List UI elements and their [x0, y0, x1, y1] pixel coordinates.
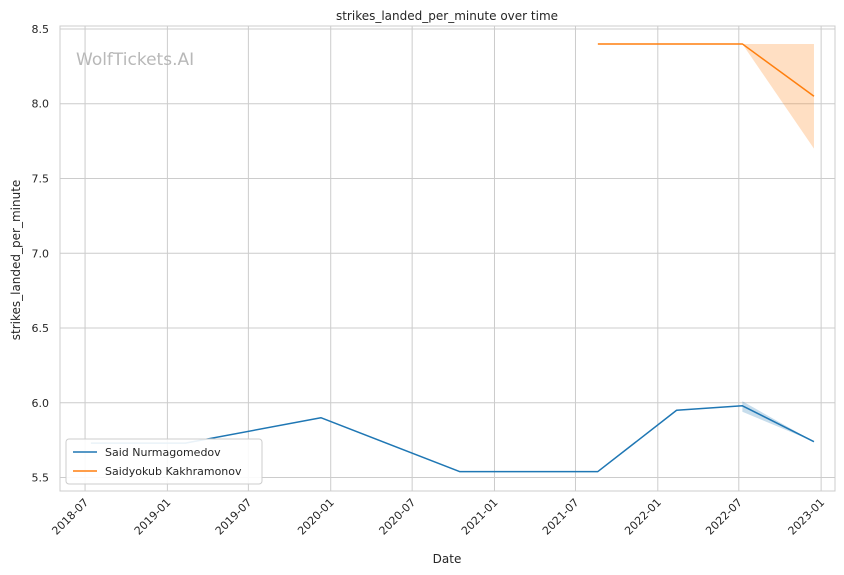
x-tick-label: 2021-07 — [540, 496, 582, 538]
x-axis-ticks: 2018-07 2019-01 2019-07 2020-01 2020-07 2021-… — [49, 496, 827, 538]
x-tick-label: 2021-01 — [459, 496, 501, 538]
legend: Said Nurmagomedov Saidyokub Kakhramonov — [65, 438, 263, 485]
y-tick-label: 6.0 — [32, 397, 50, 410]
legend-label-saidyokub-kakhramonov: Saidyokub Kakhramonov — [105, 465, 242, 478]
confidence-band-saidyokub-kakhramonov — [742, 43, 814, 149]
x-tick-label: 2019-07 — [213, 496, 255, 538]
confidence-bands — [742, 43, 814, 442]
x-tick-label: 2022-01 — [622, 496, 664, 538]
chart-title: strikes_landed_per_minute over time — [336, 9, 558, 23]
y-tick-label: 5.5 — [32, 472, 50, 485]
y-axis-label: strikes_landed_per_minute — [9, 180, 23, 341]
legend-label-said-nurmagomedov: Said Nurmagomedov — [105, 446, 221, 459]
x-tick-label: 2023-01 — [786, 496, 828, 538]
confidence-band-said-nurmagomedov — [742, 401, 814, 442]
plot-area — [60, 26, 835, 491]
series-line-saidyokub-kakhramonov — [597, 43, 815, 97]
x-tick-label: 2022-07 — [703, 496, 745, 538]
x-axis-label: Date — [433, 552, 462, 566]
x-tick-label: 2019-01 — [132, 496, 174, 538]
legend-box — [65, 438, 263, 485]
y-tick-label: 7.0 — [32, 247, 50, 260]
watermark-text: WolfTickets.AI — [76, 50, 194, 70]
y-tick-label: 8.0 — [32, 98, 50, 111]
plot-frame — [59, 25, 836, 492]
y-tick-label: 7.5 — [32, 173, 50, 186]
x-tick-label: 2020-07 — [377, 496, 419, 538]
y-tick-label: 6.5 — [32, 322, 50, 335]
x-tick-label: 2018-07 — [49, 496, 91, 538]
y-tick-label: 8.5 — [32, 23, 50, 36]
y-axis-ticks: 5.5 6.0 6.5 7.0 7.5 8.0 8.5 — [32, 23, 50, 485]
x-tick-label: 2020-01 — [295, 496, 337, 538]
